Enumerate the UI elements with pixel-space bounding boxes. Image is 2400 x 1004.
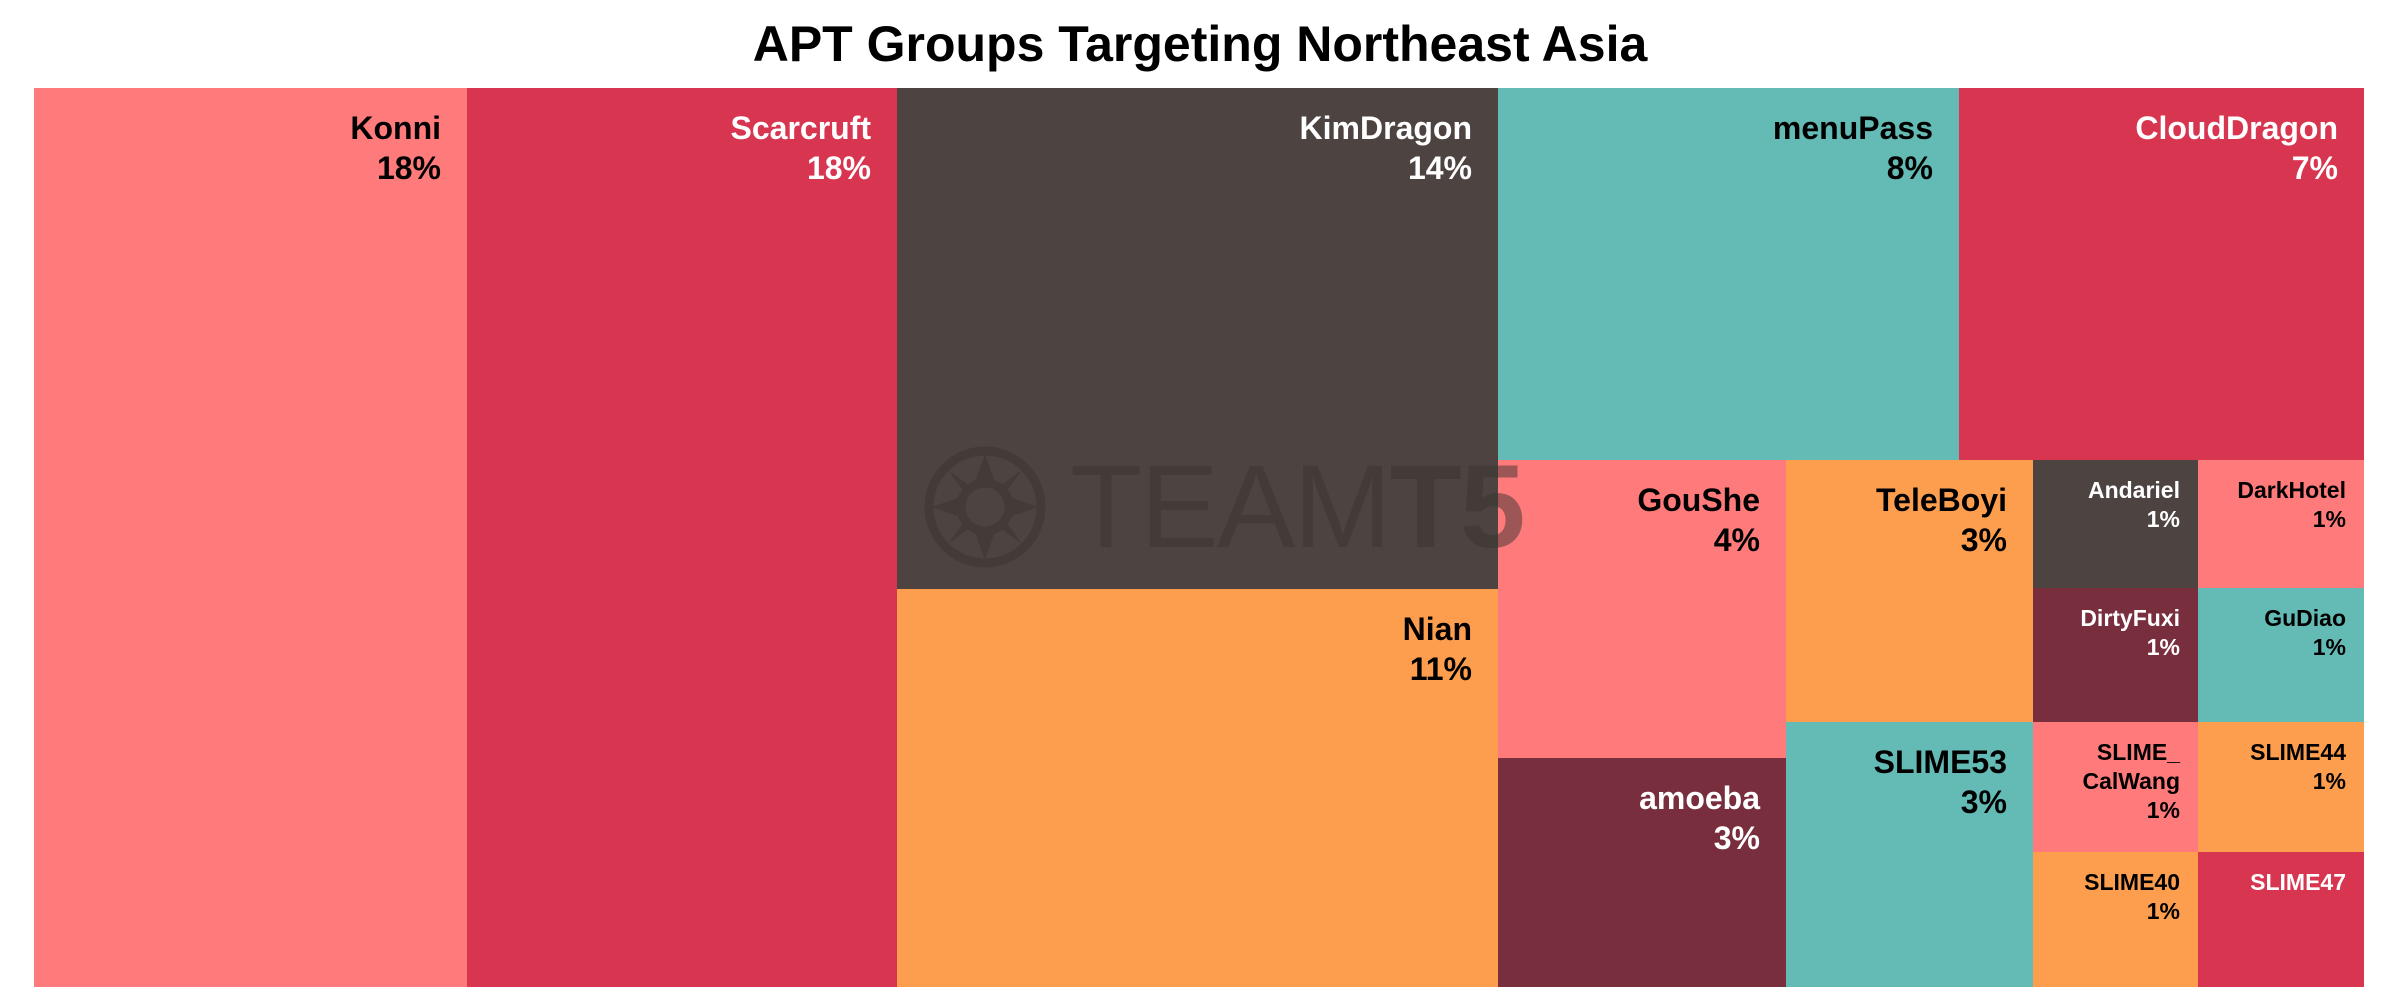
tile-percent: 7% <box>2291 150 2338 186</box>
tile-label: SLIME_ CalWang 1% <box>2082 738 2180 824</box>
tile-label: amoeba 3% <box>1639 778 1760 858</box>
tile-name: DarkHotel <box>2237 477 2346 503</box>
tile-label: GuDiao 1% <box>2264 604 2346 662</box>
tile-teleboyi: TeleBoyi 3% <box>1786 460 2033 722</box>
tile-percent: 11% <box>1409 651 1472 687</box>
tile-percent: 1% <box>2146 633 2180 660</box>
tile-label: SLIME47 <box>2250 868 2346 897</box>
tile-percent: 1% <box>2146 796 2180 823</box>
tile-label: DarkHotel 1% <box>2237 476 2346 534</box>
tile-andariel: Andariel 1% <box>2033 460 2198 588</box>
tile-label: Scarcruft 18% <box>731 108 872 188</box>
tile-label: GouShe 4% <box>1637 480 1760 560</box>
tile-name: Nian <box>1402 611 1472 647</box>
tile-clouddragon: CloudDragon 7% <box>1959 88 2364 460</box>
tile-name: Konni <box>350 110 441 146</box>
treemap: Konni 18% Scarcruft 18% KimDragon 14% Nian 11% m… <box>34 88 2364 987</box>
tile-label: SLIME40 1% <box>2084 868 2180 926</box>
tile-percent: 1% <box>2312 633 2346 660</box>
tile-percent: 4% <box>1713 522 1760 558</box>
tile-name: DirtyFuxi <box>2080 605 2180 631</box>
tile-name: TeleBoyi <box>1876 482 2007 518</box>
chart-title: APT Groups Targeting Northeast Asia <box>752 16 1648 72</box>
tile-menupass: menuPass 8% <box>1498 88 1959 460</box>
tile-goushe: GouShe 4% <box>1498 460 1786 758</box>
tile-name: SLIME53 <box>1873 744 2007 780</box>
tile-name: GuDiao <box>2264 605 2346 631</box>
tile-label: CloudDragon 7% <box>2135 108 2338 188</box>
tile-slime47: SLIME47 <box>2198 852 2364 987</box>
tile-slime53: SLIME53 3% <box>1786 722 2033 987</box>
tile-konni: Konni 18% <box>34 88 467 987</box>
tile-name: menuPass <box>1772 110 1933 146</box>
tile-amoeba: amoeba 3% <box>1498 758 1786 987</box>
watermark: TEAMT5 <box>920 442 1526 572</box>
tile-label: menuPass 8% <box>1773 108 1933 188</box>
tile-slime40: SLIME40 1% <box>2033 852 2198 987</box>
tile-name: SLIME44 <box>2250 739 2346 765</box>
tile-gudiao: GuDiao 1% <box>2198 588 2364 722</box>
tile-label: TeleBoyi 3% <box>1876 480 2007 560</box>
team-t5-logo-icon <box>924 446 1046 568</box>
tile-label: Konni 18% <box>350 108 441 188</box>
tile-label: Nian 11% <box>1403 609 1472 689</box>
tile-nian: Nian 11% <box>897 589 1498 987</box>
tile-percent: 3% <box>1713 820 1760 856</box>
tile-name: SLIME47 <box>2250 869 2346 895</box>
tile-name: SLIME_ CalWang <box>2082 739 2180 794</box>
watermark-text-thin: TEAM <box>1070 441 1392 573</box>
tile-percent: 8% <box>1886 150 1933 186</box>
tile-label: SLIME53 3% <box>1874 742 2007 822</box>
tile-label: Andariel 1% <box>2088 476 2180 534</box>
tile-scarcruft: Scarcruft 18% <box>467 88 897 987</box>
tile-percent: 1% <box>2312 505 2346 532</box>
tile-percent: 1% <box>2146 897 2180 924</box>
tile-name: SLIME40 <box>2084 869 2180 895</box>
tile-percent: 1% <box>2312 767 2346 794</box>
tile-percent: 3% <box>1960 522 2007 558</box>
tile-name: Scarcruft <box>730 110 872 146</box>
tile-name: KimDragon <box>1299 110 1472 146</box>
tile-dirtyfuxi: DirtyFuxi 1% <box>2033 588 2198 722</box>
tile-percent: 18% <box>376 150 441 186</box>
tile-darkhotel: DarkHotel 1% <box>2198 460 2364 588</box>
tile-name: CloudDragon <box>2135 110 2338 146</box>
tile-label: KimDragon 14% <box>1300 108 1472 188</box>
tile-label: SLIME44 1% <box>2250 738 2346 796</box>
tile-percent: 1% <box>2146 505 2180 532</box>
tile-kimdragon: KimDragon 14% <box>897 88 1498 589</box>
tile-slime44: SLIME44 1% <box>2198 722 2364 852</box>
tile-label: DirtyFuxi 1% <box>2080 604 2180 662</box>
tile-percent: 18% <box>806 150 871 186</box>
tile-percent: 3% <box>1960 784 2007 820</box>
watermark-text-bold: T5 <box>1389 441 1526 573</box>
tile-name: amoeba <box>1639 780 1760 816</box>
tile-percent: 14% <box>1407 150 1472 186</box>
watermark-text: TEAMT5 <box>1070 441 1526 573</box>
tile-name: Andariel <box>2087 477 2180 503</box>
tile-slime-calwang: SLIME_ CalWang 1% <box>2033 722 2198 852</box>
tile-name: GouShe <box>1637 482 1760 518</box>
